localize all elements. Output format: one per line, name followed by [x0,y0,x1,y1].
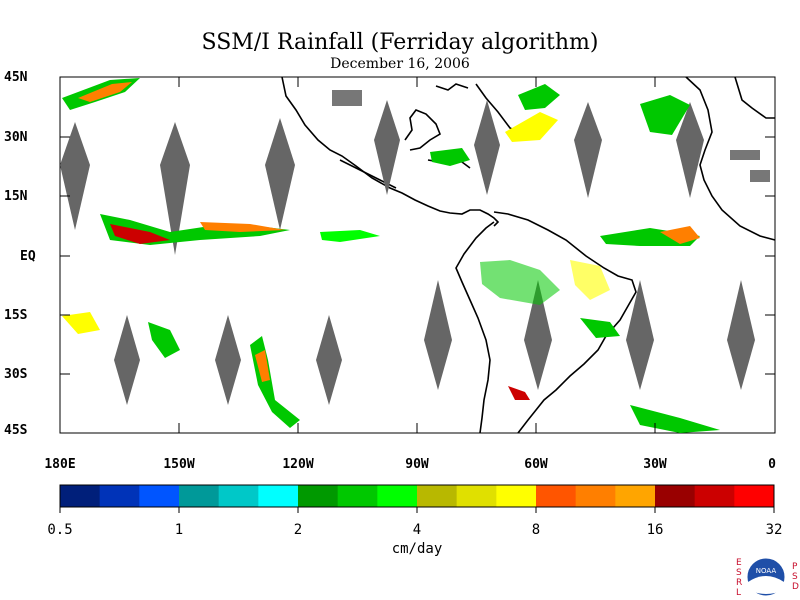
colorbar-units: cm/day [391,541,443,557]
colorbar-label: 1 [174,522,184,538]
lat-label-15n: 15N [4,189,28,204]
colorbar-swatch [456,485,497,507]
lon-label-120w: 120W [282,457,314,472]
colorbar-swatch [99,485,140,507]
noaa-badge-text: NOAA [756,567,777,575]
lat-ticks [60,136,775,375]
lon-label-0: 0 [768,457,776,472]
colorbar-swatch [655,485,696,507]
logo-letter: S [736,568,742,578]
colorbar-swatch [536,485,577,507]
map-subtitle: December 16, 2006 [330,56,470,72]
logo-letter: S [792,572,798,582]
esrl-psd-noaa-logo: E S R L P S D NOAA [734,556,799,598]
colorbar-swatch [60,485,101,507]
lon-label-180e: 180E [44,457,76,472]
colorbar-label: 0.5 [47,522,73,538]
colorbar-swatch [575,485,616,507]
lon-label-60w: 60W [524,457,548,472]
logo-letter: L [736,588,742,598]
colorbar-swatch [218,485,259,507]
colorbar-swatch [377,485,418,507]
colorbar-label: 4 [412,522,422,538]
logo-letter: D [792,582,799,592]
lat-label-15s: 15S [4,308,28,323]
lon-label-30w: 30W [643,457,667,472]
rainfall-patches [62,78,720,433]
colorbar-label: 32 [765,522,783,538]
colorbar-swatch [139,485,180,507]
noaa-badge: NOAA [746,557,786,597]
lat-label-eq: EQ [20,249,36,264]
colorbar-label: 2 [293,522,303,538]
lon-label-90w: 90W [405,457,429,472]
colorbar-swatch [179,485,220,507]
colorbar-swatch [258,485,299,507]
colorbar-swatch [496,485,537,507]
lon-ticks [178,77,656,433]
logo-letter: R [736,578,743,588]
colorbar-label: 16 [646,522,664,538]
logo-letter: P [792,562,798,572]
lon-label-150w: 150W [163,457,195,472]
colorbar-swatch [417,485,458,507]
orbit-gaps [60,100,755,405]
logo-letter: E [736,558,742,568]
colorbar-swatch [694,485,735,507]
land-bits [332,90,770,182]
lat-label-45n: 45N [4,70,28,85]
colorbar-swatch [298,485,339,507]
map-title: SSM/I Rainfall (Ferriday algorithm) [201,30,599,55]
colorbar-swatch [615,485,656,507]
colorbar-swatch [734,485,775,507]
colorbar [59,484,775,513]
colorbar-label: 8 [531,522,541,538]
lat-label-45s: 45S [4,423,28,438]
colorbar-swatch [337,485,378,507]
lat-label-30n: 30N [4,130,28,145]
lat-label-30s: 30S [4,367,28,382]
